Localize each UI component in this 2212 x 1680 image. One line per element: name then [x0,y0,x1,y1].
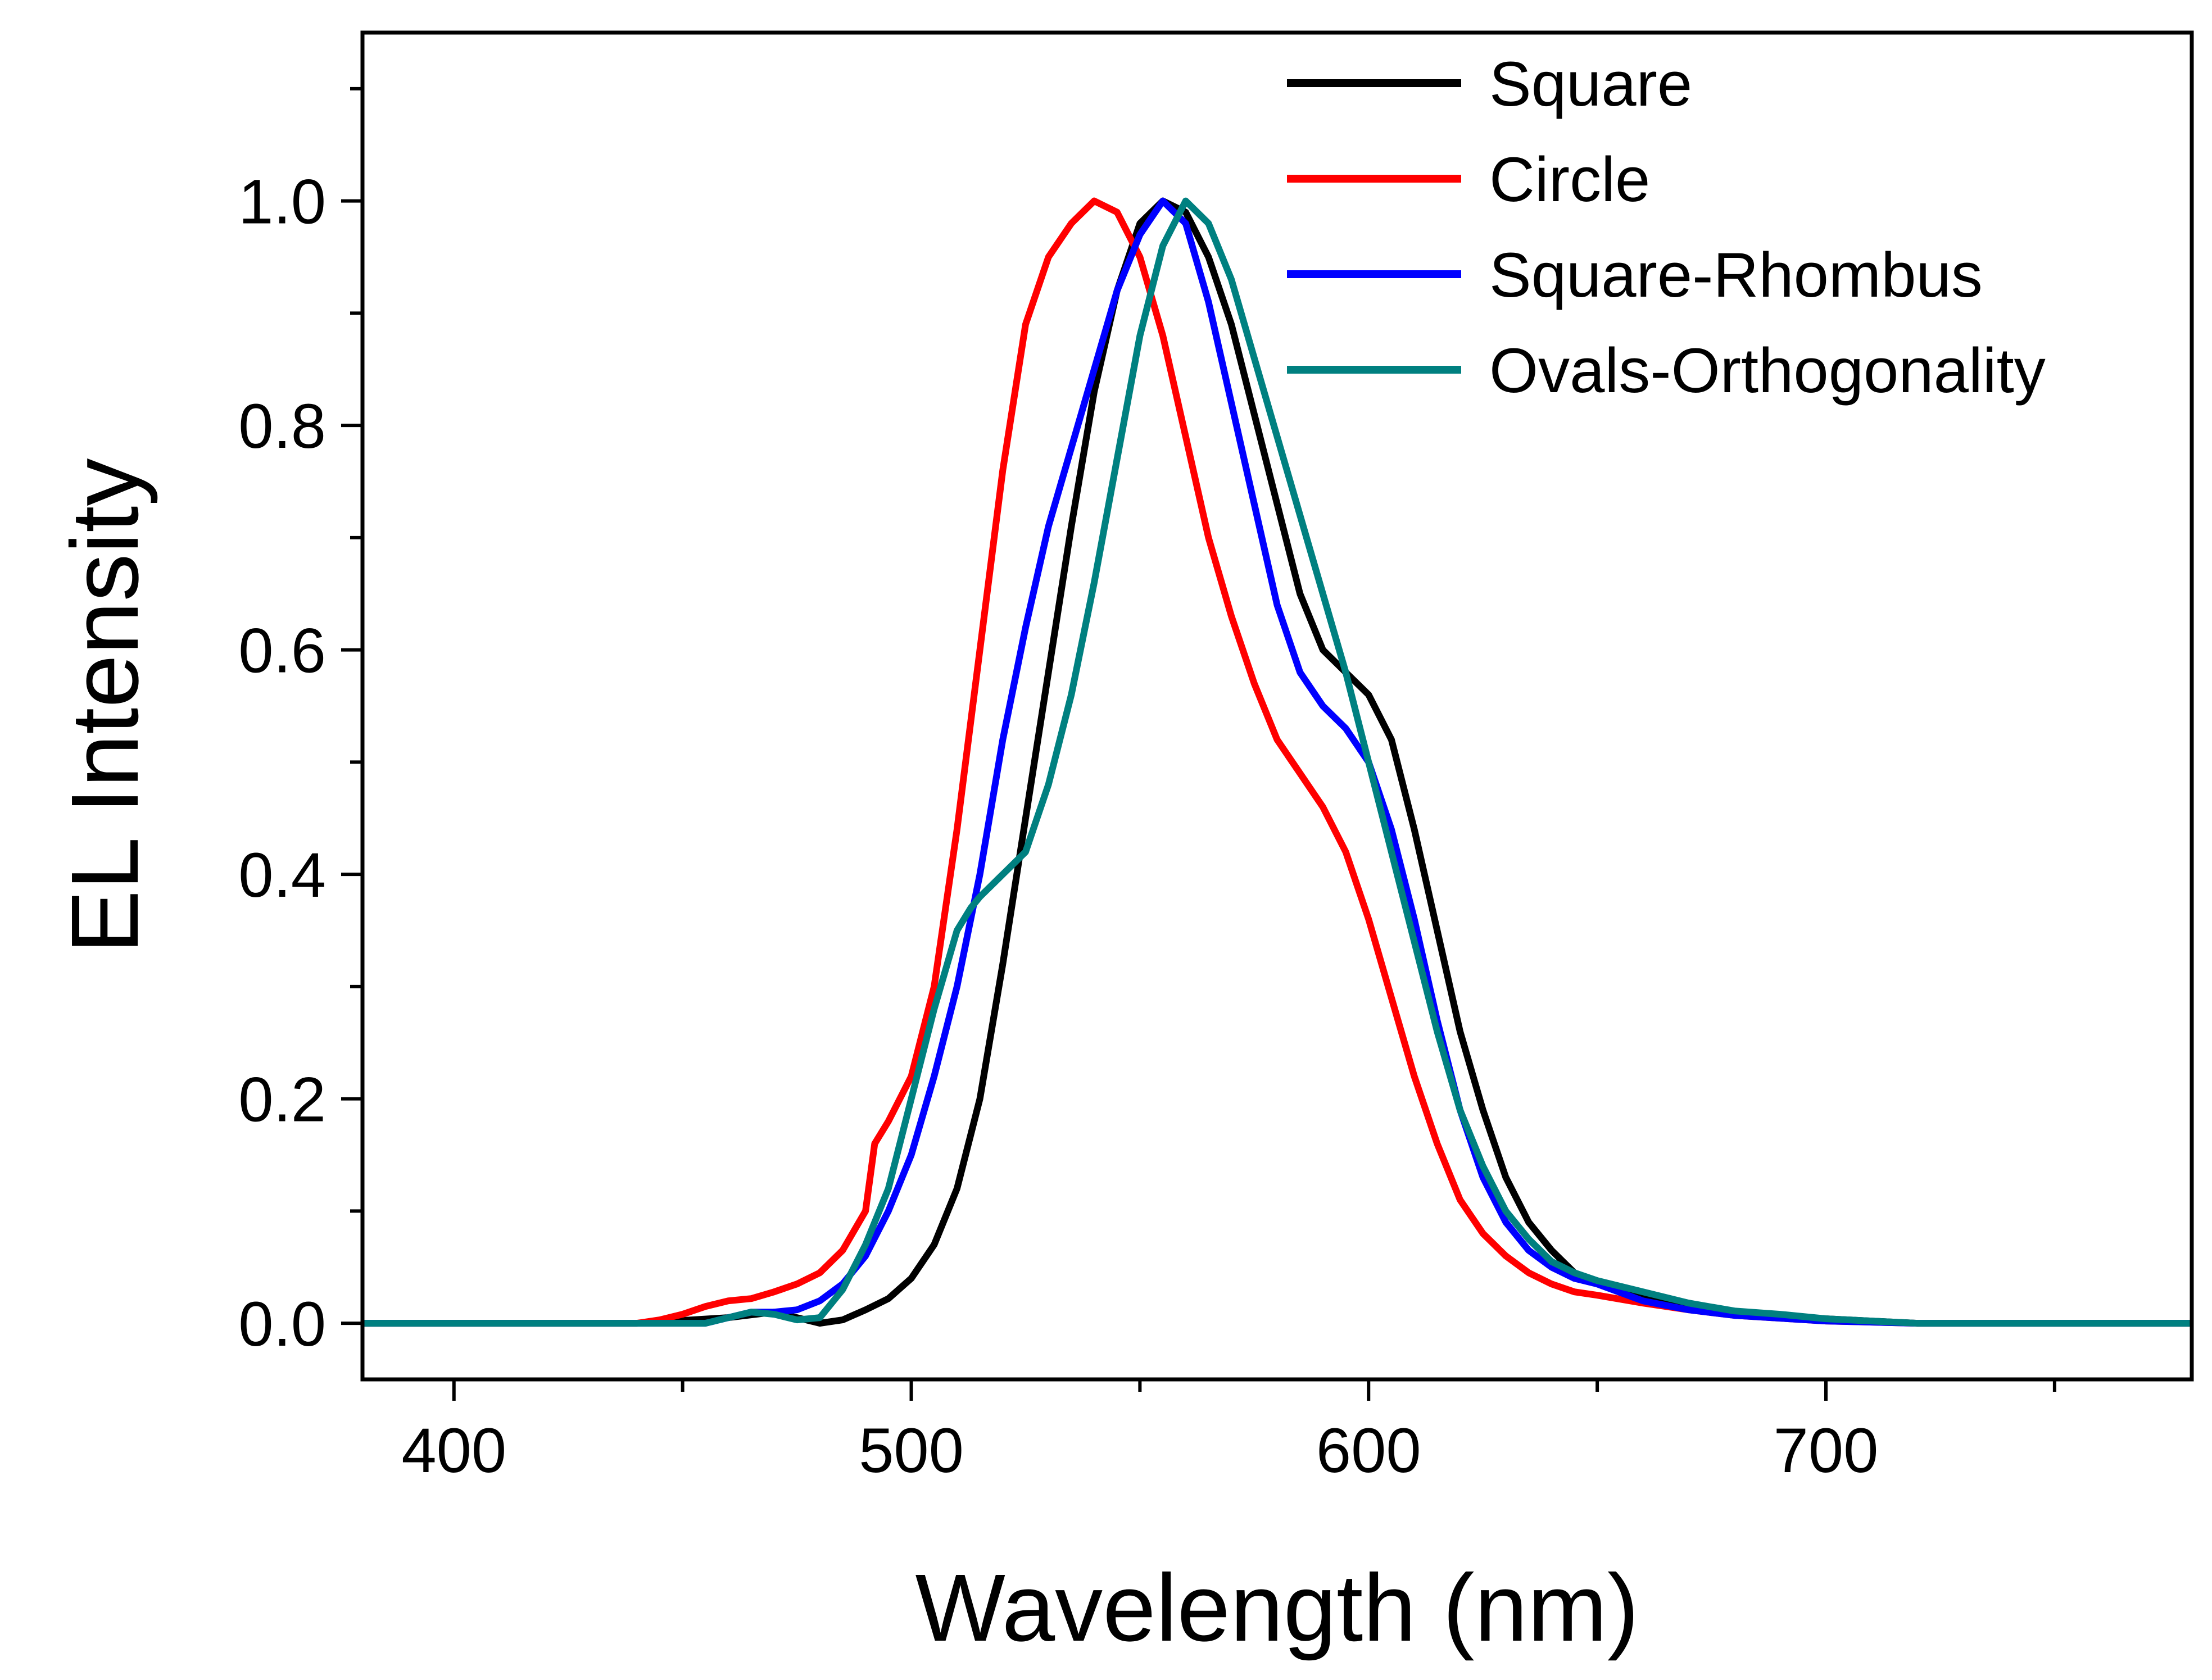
y-tick-label: 0.0 [238,1289,326,1359]
y-tick-label: 0.6 [238,616,326,686]
plot-frame [360,30,2194,1382]
series-layer [362,197,2192,1327]
x-tick-label: 700 [1774,1415,1879,1486]
legend-label: Square-Rhombus [1489,240,1983,310]
y-tick-label: 0.2 [238,1065,326,1135]
x-tick-label: 400 [401,1415,506,1486]
x-axis: 400 500 600 700 [401,1379,2056,1486]
y-axis-title: EL Intensity [52,458,158,954]
series-line-3 [362,197,2192,1327]
x-axis-title: Wavelength (nm) [915,1555,1639,1661]
x-tick-label: 600 [1316,1415,1421,1486]
legend-label: Ovals-Orthogonality [1489,335,2046,406]
x-tick-label: 500 [859,1415,964,1486]
legend: Square Circle Square-Rhombus Ovals-Orthogon… [1287,49,2046,406]
legend-label: Circle [1489,144,1650,215]
series-line-2 [362,197,2192,1327]
legend-label: Square [1489,49,1692,119]
y-tick-label: 0.4 [238,840,326,910]
y-tick-label: 0.8 [238,391,326,461]
y-axis: 0.0 0.2 0.4 0.6 0.8 1.0 [238,87,362,1359]
y-tick-label: 1.0 [238,167,326,237]
